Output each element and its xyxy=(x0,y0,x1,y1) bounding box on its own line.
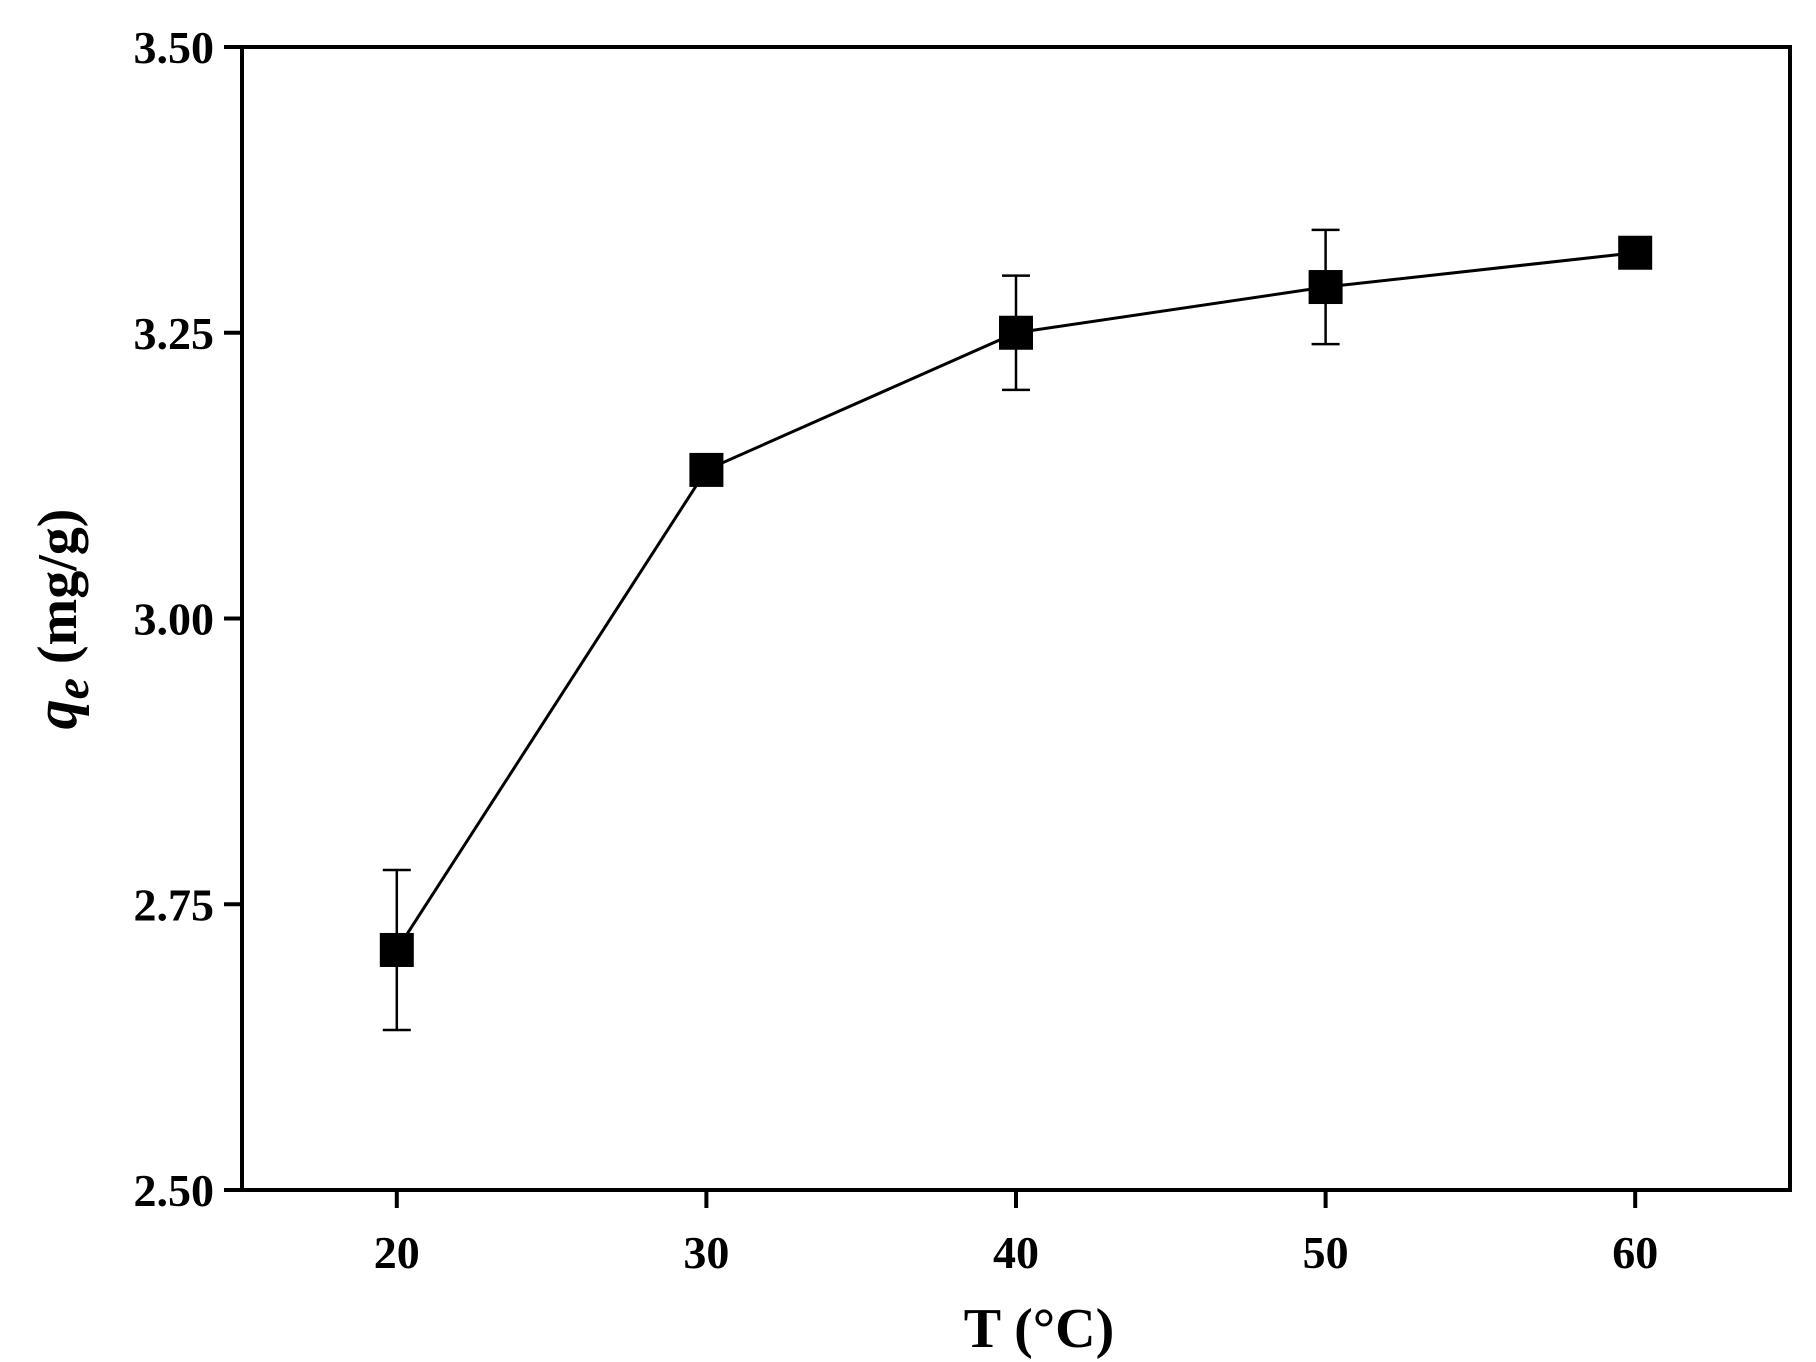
y-axis-title: qe (mg/g) xyxy=(23,509,99,730)
y-tick-label: 3.50 xyxy=(134,22,215,73)
y-axis-subscript: e xyxy=(46,678,99,699)
y-axis-unit: (mg/g) xyxy=(27,509,89,679)
data-point xyxy=(999,315,1033,350)
data-point xyxy=(689,452,724,487)
y-tick-label: 3.00 xyxy=(134,594,215,645)
data-point xyxy=(379,932,414,967)
y-axis-symbol: q xyxy=(23,699,89,729)
data-point xyxy=(1308,270,1343,305)
x-tick-label: 40 xyxy=(993,1227,1039,1278)
error-bars xyxy=(382,228,1340,1032)
x-tick-label: 30 xyxy=(683,1227,729,1278)
x-tick-label: 50 xyxy=(1303,1227,1349,1278)
plot-frame xyxy=(240,45,1792,1192)
x-tick-label: 20 xyxy=(374,1227,420,1278)
data-point xyxy=(1618,235,1653,270)
y-tick-label: 2.50 xyxy=(134,1165,215,1216)
x-tick-label: 60 xyxy=(1612,1227,1658,1278)
data-markers xyxy=(379,235,1653,967)
y-tick-label: 3.25 xyxy=(134,308,215,359)
x-axis-title: T (°C) xyxy=(964,1298,1114,1360)
axis-ticks: 2.50 2.75 3.00 3.25 3.50 20 30 40 50 60 xyxy=(134,22,1659,1278)
y-tick-label: 2.75 xyxy=(134,879,215,930)
